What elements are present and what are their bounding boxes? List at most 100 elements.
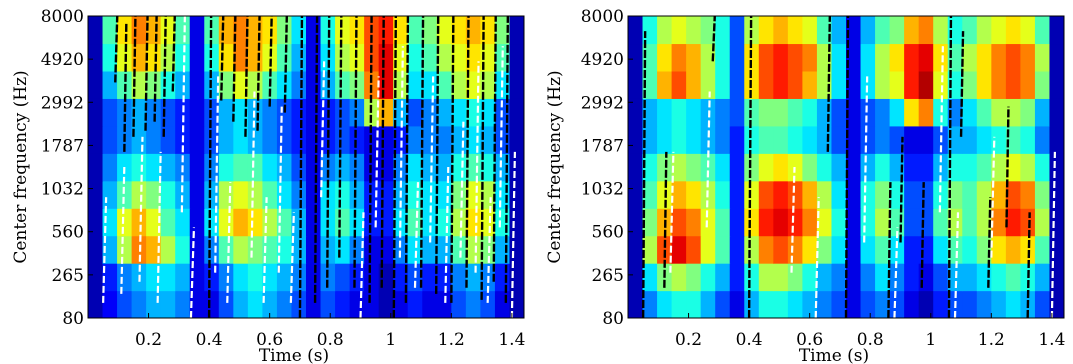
heatmap-cell — [875, 16, 891, 45]
heatmap-cell — [976, 70, 992, 99]
black-contour — [232, 16, 237, 122]
heatmap-cell — [320, 235, 336, 264]
heatmap-cell — [657, 98, 673, 127]
heatmap-cell — [962, 16, 978, 45]
white-contour — [120, 166, 126, 294]
heatmap-cell — [976, 43, 992, 72]
heatmap-cell — [204, 180, 220, 209]
heatmap-cell — [422, 180, 438, 209]
black-contour — [283, 16, 289, 113]
heatmap-cell — [846, 153, 862, 182]
heatmap-cell — [218, 180, 234, 209]
heatmap-cell — [1049, 208, 1064, 237]
heatmap-cell — [628, 153, 644, 182]
heatmap-cell — [628, 235, 644, 264]
heatmap-cell — [1020, 98, 1036, 127]
black-contour — [711, 16, 716, 62]
heatmap-cell — [378, 180, 394, 209]
heatmap-cell — [715, 208, 731, 237]
heatmap-cell — [787, 290, 803, 318]
heatmap-cell — [642, 263, 658, 292]
heatmap-cell — [175, 16, 191, 45]
heatmap-cell — [846, 98, 862, 127]
heatmap-cell — [407, 153, 423, 182]
heatmap-cell — [875, 235, 891, 264]
heatmap-cell — [875, 263, 891, 292]
heatmap-cell — [1005, 16, 1021, 45]
white-contour — [510, 151, 516, 318]
heatmap-cell — [1020, 153, 1036, 182]
heatmap-cell — [976, 16, 992, 45]
heatmap-cell — [247, 16, 263, 45]
heatmap-cell — [816, 16, 833, 45]
white-contour — [413, 182, 420, 288]
right-y-axis-label: Center frequency (Hz) — [545, 70, 565, 263]
heatmap-cell — [291, 180, 307, 209]
heatmap-cell — [451, 16, 467, 45]
heatmap-cell — [991, 70, 1007, 99]
heatmap-cell — [686, 235, 702, 264]
heatmap-cell — [962, 208, 978, 237]
heatmap-cell — [831, 43, 847, 72]
heatmap-cell — [451, 263, 467, 292]
heatmap-cell — [657, 290, 673, 318]
heatmap-cell — [146, 153, 162, 182]
heatmap-cell — [787, 43, 803, 72]
heatmap-cell — [802, 70, 818, 99]
black-contour — [220, 16, 225, 101]
heatmap-cell — [276, 208, 293, 237]
heatmap-cell — [306, 70, 322, 99]
heatmap-cell — [218, 98, 234, 127]
heatmap-cell — [628, 16, 644, 45]
heatmap-cell — [378, 98, 394, 127]
heatmap-cell — [904, 208, 920, 237]
heatmap-cell — [642, 43, 658, 72]
heatmap-cell — [88, 208, 104, 237]
heatmap-cell — [247, 208, 263, 237]
heatmap-cell — [160, 290, 176, 318]
white-contour — [262, 197, 268, 303]
white-contour — [226, 182, 232, 303]
heatmap-cell — [262, 125, 278, 154]
heatmap-cell — [889, 263, 905, 292]
heatmap-cell — [816, 180, 833, 209]
black-contour — [325, 16, 331, 288]
heatmap-cell — [1034, 70, 1051, 99]
heatmap-cell — [657, 235, 673, 264]
heatmap-cell — [189, 153, 205, 182]
heatmap-cell — [88, 70, 104, 99]
white-contour — [893, 227, 899, 318]
heatmap-cell — [378, 153, 394, 182]
black-contour — [419, 16, 425, 288]
heatmap-cell — [393, 16, 409, 45]
white-contour — [429, 76, 435, 243]
white-contour — [790, 166, 796, 273]
heatmap-cell — [758, 98, 774, 127]
left-x-axis-label: Time (s) — [259, 346, 329, 364]
heatmap-cell — [1020, 180, 1036, 209]
heatmap-cell — [1005, 98, 1021, 127]
black-contour — [338, 16, 343, 258]
heatmap-cell — [189, 235, 205, 264]
heatmap-cell — [671, 70, 687, 99]
heatmap-cell — [628, 290, 644, 318]
heatmap-cell — [686, 153, 702, 182]
x-tick-label: 1 — [925, 330, 936, 350]
heatmap-cell — [436, 290, 452, 318]
heatmap-cell — [393, 125, 409, 154]
heatmap-cell — [233, 180, 249, 209]
heatmap-cell — [671, 263, 687, 292]
heatmap-cell — [991, 208, 1007, 237]
heatmap-cell — [320, 290, 336, 318]
x-tick-label: 0.4 — [736, 330, 763, 350]
heatmap-cell — [1034, 290, 1051, 318]
heatmap-cell — [1005, 180, 1021, 209]
heatmap-cell — [933, 16, 949, 45]
heatmap-cell — [131, 180, 147, 209]
heatmap-cell — [1034, 43, 1051, 72]
heatmap-cell — [715, 43, 731, 72]
heatmap-cell — [146, 125, 162, 154]
heatmap-cell — [335, 70, 351, 99]
heatmap-cell — [875, 70, 891, 99]
heatmap-cell — [918, 98, 934, 127]
